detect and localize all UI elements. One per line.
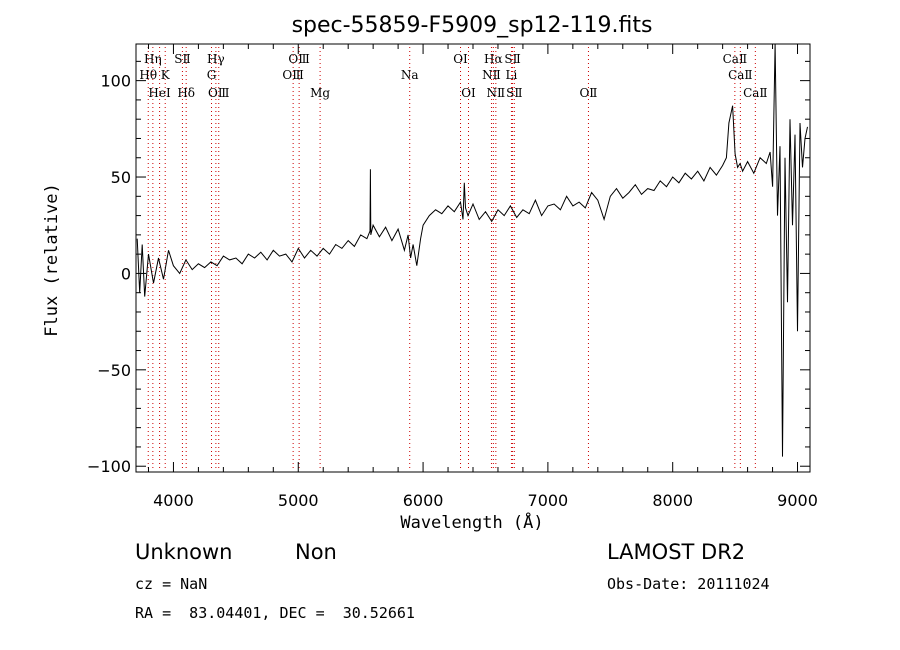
spectral-class: Unknown: [135, 540, 233, 564]
y-axis: −100 −50 0 50 100: [87, 60, 810, 476]
line-marker-label: SⅡ: [174, 52, 190, 66]
line-marker-label: SⅡ: [504, 52, 520, 66]
redshift-value: cz = NaN: [135, 575, 208, 593]
line-marker-label: CaⅡ: [723, 52, 748, 66]
spectrum-line: [136, 43, 808, 457]
line-marker-label: Hδ: [177, 86, 195, 100]
line-marker-label: Hα: [484, 52, 503, 66]
x-tick-label: 6000: [403, 491, 444, 510]
x-tick-label: 8000: [652, 491, 693, 510]
plot-frame: [135, 43, 811, 473]
survey-name: LAMOST DR2: [607, 540, 746, 564]
x-tick-label: 4000: [153, 491, 194, 510]
y-tick-label: −100: [87, 457, 131, 476]
coordinates: RA = 83.04401, DEC = 30.52661: [135, 604, 415, 622]
line-marker-label: OⅢ: [288, 52, 309, 66]
spectral-subclass: Non: [295, 540, 337, 564]
line-marker-label: OⅡ: [579, 86, 597, 100]
line-marker-label: OⅠ: [461, 86, 476, 100]
line-marker-label: Hθ: [139, 68, 157, 82]
line-marker-label: Mg: [310, 86, 330, 100]
x-tick-label: 9000: [777, 491, 818, 510]
line-marker-label: NⅡ: [482, 68, 501, 82]
line-marker-label: Li: [506, 68, 518, 82]
line-marker-label: CaⅡ: [728, 68, 753, 82]
line-marker-label: Hη: [144, 52, 162, 66]
x-axis-label: Wavelength (Å): [400, 511, 543, 533]
line-marker-label: HeⅠ: [148, 86, 171, 100]
x-axis: 4000 5000 6000 7000 8000 9000: [147, 44, 818, 510]
line-marker-label: Hγ: [207, 52, 225, 66]
line-marker-label: G: [207, 68, 217, 82]
line-marker-label: Na: [401, 68, 419, 82]
y-tick-label: 50: [111, 168, 131, 187]
line-marker-label: CaⅡ: [743, 86, 768, 100]
y-tick-label: 100: [100, 72, 131, 91]
line-marker-label: OⅢ: [282, 68, 303, 82]
x-tick-label: 7000: [528, 491, 569, 510]
line-marker-label: OⅢ: [208, 86, 229, 100]
line-marker-label: OⅠ: [453, 52, 468, 66]
line-marker-label: K: [161, 68, 171, 82]
line-marker-label: SⅡ: [506, 86, 522, 100]
x-tick-label: 5000: [278, 491, 319, 510]
y-axis-label: Flux (relative): [42, 183, 62, 337]
line-marker-label: NⅡ: [487, 86, 506, 100]
y-tick-label: 0: [121, 264, 131, 283]
spectrum-series: [136, 43, 808, 457]
observation-date: Obs-Date: 20111024: [607, 575, 770, 593]
chart-title: spec-55859-F5909_sp12-119.fits: [292, 13, 653, 38]
y-tick-label: −50: [97, 361, 131, 380]
